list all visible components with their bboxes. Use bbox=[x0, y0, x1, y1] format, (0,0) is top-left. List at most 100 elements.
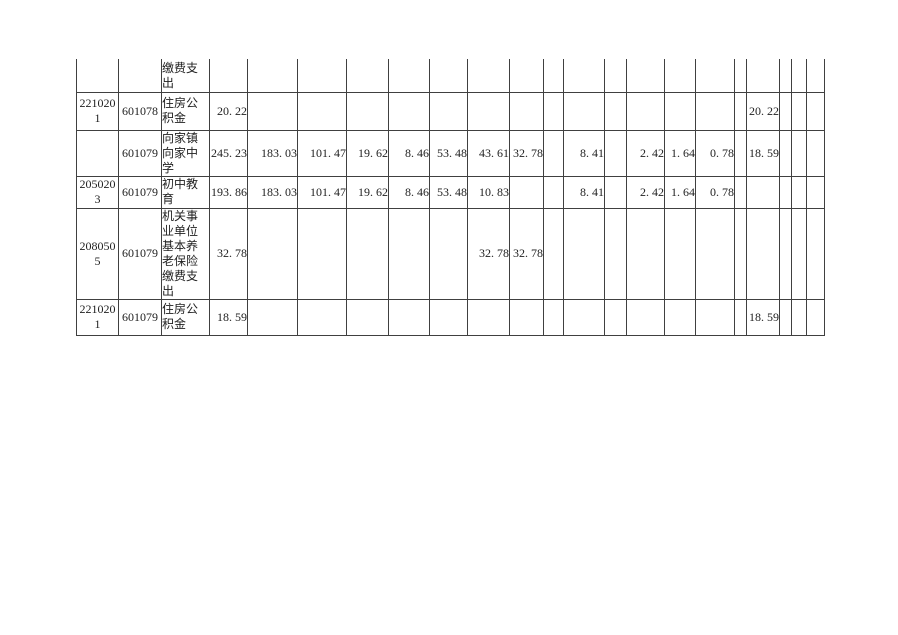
value-cell: 19. 62 bbox=[346, 129, 389, 177]
value-cell bbox=[429, 207, 468, 300]
value-cell bbox=[746, 175, 780, 209]
value-cell bbox=[388, 91, 430, 131]
value-cell bbox=[604, 91, 627, 131]
value-cell bbox=[779, 175, 792, 209]
value-cell bbox=[664, 59, 696, 93]
value-cell bbox=[543, 207, 564, 300]
value-cell bbox=[806, 59, 825, 93]
value-cell bbox=[604, 207, 627, 300]
value-cell bbox=[563, 59, 605, 93]
value-cell bbox=[388, 298, 430, 336]
value-cell bbox=[247, 91, 298, 131]
value-cell: 8. 41 bbox=[563, 129, 605, 177]
unit-code-cell bbox=[118, 59, 162, 93]
budget-table: 缴费支出 2210201 601078 住房公积金 20. 22 20. 22 601079… bbox=[76, 59, 825, 336]
value-cell bbox=[467, 91, 510, 131]
value-cell bbox=[779, 129, 792, 177]
value-cell bbox=[734, 298, 747, 336]
item-name-cell: 机关事业单位基本养老保险缴费支出 bbox=[161, 207, 210, 300]
value-cell bbox=[563, 91, 605, 131]
value-cell: 2. 42 bbox=[626, 175, 665, 209]
value-cell bbox=[734, 129, 747, 177]
table-row: 2050203 601079 初中教育 193. 86 183. 03 101. 47 19… bbox=[76, 175, 825, 209]
value-cell bbox=[791, 59, 807, 93]
value-cell bbox=[734, 175, 747, 209]
value-cell: 183. 03 bbox=[247, 129, 298, 177]
value-cell bbox=[467, 59, 510, 93]
value-cell bbox=[563, 298, 605, 336]
value-cell bbox=[626, 59, 665, 93]
value-cell bbox=[509, 298, 544, 336]
value-cell bbox=[695, 59, 735, 93]
function-code-cell: 2210201 bbox=[76, 298, 119, 336]
value-cell bbox=[604, 298, 627, 336]
value-cell bbox=[388, 59, 430, 93]
value-cell bbox=[209, 59, 248, 93]
value-cell: 32. 78 bbox=[509, 129, 544, 177]
value-cell bbox=[779, 207, 792, 300]
value-cell: 53. 48 bbox=[429, 175, 468, 209]
value-cell: 183. 03 bbox=[247, 175, 298, 209]
value-cell bbox=[779, 298, 792, 336]
unit-code-cell: 601078 bbox=[118, 91, 162, 131]
value-cell bbox=[388, 207, 430, 300]
value-cell bbox=[247, 207, 298, 300]
value-cell bbox=[746, 59, 780, 93]
value-cell bbox=[297, 91, 347, 131]
value-cell bbox=[806, 175, 825, 209]
value-cell: 8. 46 bbox=[388, 175, 430, 209]
value-cell bbox=[563, 207, 605, 300]
value-cell bbox=[543, 129, 564, 177]
value-cell bbox=[626, 298, 665, 336]
table-row: 601079 向家镇向家中学 245. 23 183. 03 101. 47 19. 62… bbox=[76, 129, 825, 177]
value-cell bbox=[734, 91, 747, 131]
value-cell bbox=[806, 207, 825, 300]
value-cell bbox=[806, 129, 825, 177]
value-cell: 20. 22 bbox=[209, 91, 248, 131]
value-cell bbox=[604, 59, 627, 93]
table-row: 2080505 601079 机关事业单位基本养老保险缴费支出 32. 78 32. 7… bbox=[76, 207, 825, 300]
value-cell bbox=[779, 91, 792, 131]
value-cell: 0. 78 bbox=[695, 129, 735, 177]
value-cell bbox=[346, 91, 389, 131]
value-cell: 32. 78 bbox=[467, 207, 510, 300]
table-row: 2210201 601079 住房公积金 18. 59 18. 59 bbox=[76, 298, 825, 336]
function-code-cell: 2050203 bbox=[76, 175, 119, 209]
value-cell: 101. 47 bbox=[297, 129, 347, 177]
table-row: 缴费支出 bbox=[76, 59, 825, 93]
value-cell bbox=[695, 91, 735, 131]
value-cell bbox=[791, 175, 807, 209]
value-cell: 193. 86 bbox=[209, 175, 248, 209]
value-cell: 32. 78 bbox=[209, 207, 248, 300]
value-cell bbox=[509, 91, 544, 131]
value-cell bbox=[543, 298, 564, 336]
value-cell: 10. 83 bbox=[467, 175, 510, 209]
value-cell bbox=[604, 175, 627, 209]
value-cell bbox=[779, 59, 792, 93]
value-cell bbox=[604, 129, 627, 177]
value-cell bbox=[509, 175, 544, 209]
value-cell bbox=[791, 129, 807, 177]
unit-code-cell: 601079 bbox=[118, 207, 162, 300]
value-cell bbox=[791, 91, 807, 131]
value-cell bbox=[429, 91, 468, 131]
value-cell: 101. 47 bbox=[297, 175, 347, 209]
value-cell bbox=[746, 207, 780, 300]
value-cell bbox=[695, 298, 735, 336]
item-name-cell: 住房公积金 bbox=[161, 91, 210, 131]
unit-code-cell: 601079 bbox=[118, 129, 162, 177]
value-cell bbox=[429, 59, 468, 93]
value-cell: 18. 59 bbox=[209, 298, 248, 336]
value-cell: 18. 59 bbox=[746, 129, 780, 177]
value-cell bbox=[297, 207, 347, 300]
value-cell bbox=[543, 175, 564, 209]
value-cell bbox=[346, 298, 389, 336]
table-row: 2210201 601078 住房公积金 20. 22 20. 22 bbox=[76, 91, 825, 131]
value-cell: 8. 41 bbox=[563, 175, 605, 209]
item-name-cell: 向家镇向家中学 bbox=[161, 129, 210, 177]
value-cell: 0. 78 bbox=[695, 175, 735, 209]
value-cell: 20. 22 bbox=[746, 91, 780, 131]
value-cell: 19. 62 bbox=[346, 175, 389, 209]
value-cell: 245. 23 bbox=[209, 129, 248, 177]
